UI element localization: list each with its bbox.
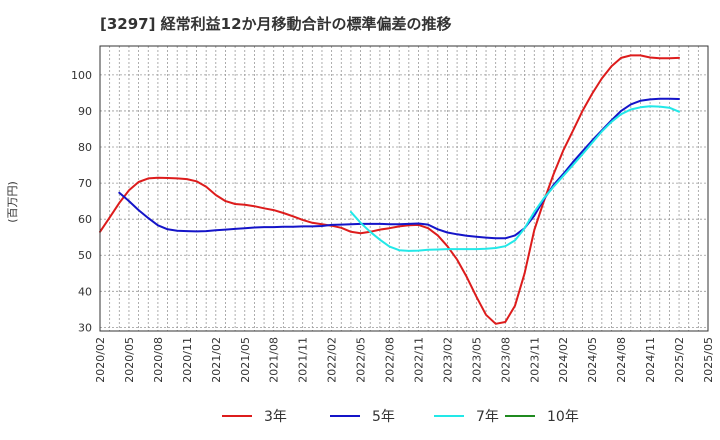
y-tick-label: 50: [78, 249, 92, 262]
gridlines: [100, 46, 708, 331]
x-tick-label: 2020/02: [94, 337, 107, 383]
legend: 3年 5年 7年 10年: [222, 409, 579, 425]
x-tick-label: 2024/11: [644, 337, 657, 383]
chart-title: [3297] 経常利益12か月移動合計の標準偏差の推移: [100, 15, 452, 33]
x-tick-label: 2022/08: [384, 337, 397, 383]
y-ticks: 30 40 50 60 70 80 90 100: [71, 69, 92, 335]
x-tick-label: 2025/05: [702, 337, 715, 383]
series-line-1: [99, 54, 680, 325]
x-tick-label: 2024/08: [615, 337, 628, 383]
series-lines: [99, 54, 680, 325]
x-tick-label: 2022/05: [355, 337, 368, 383]
y-tick-label: 90: [78, 105, 92, 118]
x-tick-label: 2020/08: [152, 337, 165, 383]
legend-label-1: 3年: [264, 409, 287, 425]
x-tick-label: 2021/05: [239, 337, 252, 383]
y-tick-label: 100: [71, 69, 92, 82]
x-tick-label: 2025/02: [673, 337, 686, 383]
y-axis-label: (百万円): [6, 181, 19, 223]
x-tick-label: 2024/02: [557, 337, 570, 383]
x-tick-label: 2021/11: [297, 337, 310, 383]
legend-label-2: 5年: [372, 409, 395, 425]
x-tick-label: 2023/11: [528, 337, 541, 383]
series-line-3: [349, 105, 680, 252]
y-tick-label: 70: [78, 177, 92, 190]
x-tick-label: 2022/02: [326, 337, 339, 383]
legend-label-3: 7年: [476, 409, 499, 425]
y-tick-label: 60: [78, 213, 92, 226]
x-tick-label: 2020/11: [181, 337, 194, 383]
x-tick-label: 2023/05: [470, 337, 483, 383]
x-tick-label: 2021/08: [268, 337, 281, 383]
series-line-2: [118, 97, 680, 240]
y-tick-label: 30: [78, 321, 92, 334]
x-tick-label: 2022/11: [412, 337, 425, 383]
y-tick-label: 40: [78, 285, 92, 298]
x-ticks: 2020/02 2020/05 2020/08 2020/11 2021/02 2021/…: [94, 337, 715, 383]
x-tick-label: 2024/05: [586, 337, 599, 383]
legend-label-4: 10年: [547, 409, 579, 425]
y-tick-label: 80: [78, 141, 92, 154]
x-tick-label: 2021/02: [210, 337, 223, 383]
x-tick-label: 2023/08: [499, 337, 512, 383]
x-tick-label: 2020/05: [123, 337, 136, 383]
plot-area-frame: [99, 45, 709, 332]
x-tick-label: 2023/02: [441, 337, 454, 383]
